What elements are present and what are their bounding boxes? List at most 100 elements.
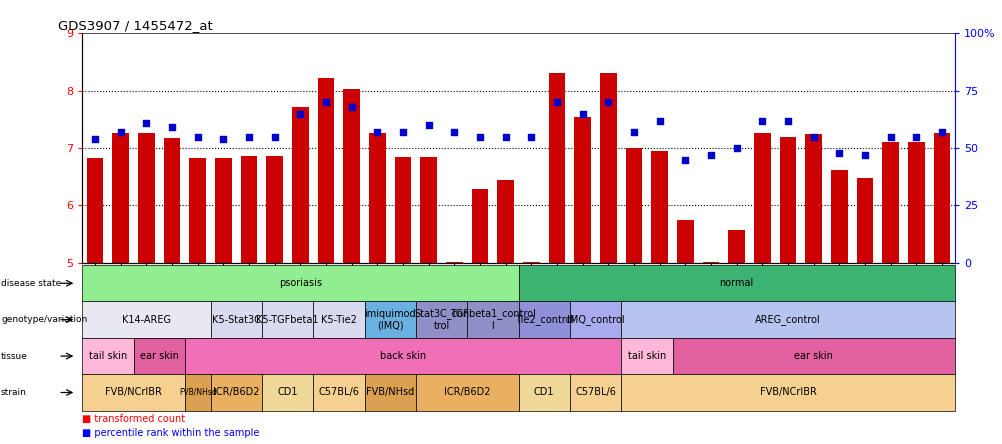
Text: FVB/NCrIBR: FVB/NCrIBR bbox=[105, 388, 162, 397]
Text: genotype/variation: genotype/variation bbox=[1, 315, 87, 324]
Point bbox=[497, 133, 513, 140]
Bar bbox=[907, 143, 924, 263]
Point bbox=[523, 133, 539, 140]
Bar bbox=[599, 73, 616, 263]
Text: C57BL/6: C57BL/6 bbox=[574, 388, 615, 397]
Point bbox=[395, 128, 411, 135]
Bar bbox=[522, 262, 539, 263]
Text: GDS3907 / 1455472_at: GDS3907 / 1455472_at bbox=[57, 19, 212, 32]
Point bbox=[189, 133, 205, 140]
Point bbox=[548, 99, 564, 106]
Bar bbox=[754, 133, 770, 263]
Point bbox=[754, 117, 770, 124]
Text: ICR/B6D2: ICR/B6D2 bbox=[444, 388, 490, 397]
Bar bbox=[574, 116, 590, 263]
Bar bbox=[292, 107, 309, 263]
Bar bbox=[138, 133, 154, 263]
Bar bbox=[446, 262, 462, 263]
Point bbox=[112, 128, 128, 135]
Text: back skin: back skin bbox=[380, 351, 426, 361]
Bar bbox=[395, 157, 411, 263]
Text: Tie2_control: Tie2_control bbox=[514, 314, 573, 325]
Text: FVB/NHsd: FVB/NHsd bbox=[366, 388, 414, 397]
Bar bbox=[650, 151, 667, 263]
Point bbox=[574, 110, 590, 117]
Point bbox=[164, 124, 180, 131]
Bar bbox=[471, 190, 488, 263]
Point bbox=[780, 117, 796, 124]
Bar bbox=[112, 133, 129, 263]
Text: ■ percentile rank within the sample: ■ percentile rank within the sample bbox=[82, 428, 260, 438]
Point bbox=[831, 149, 847, 156]
Bar bbox=[318, 78, 334, 263]
Bar bbox=[727, 230, 744, 263]
Point bbox=[240, 133, 257, 140]
Point bbox=[138, 119, 154, 127]
Bar bbox=[548, 73, 565, 263]
Point bbox=[882, 133, 898, 140]
Text: C57BL/6: C57BL/6 bbox=[319, 388, 359, 397]
Text: ICR/B6D2: ICR/B6D2 bbox=[212, 388, 260, 397]
Bar bbox=[189, 158, 205, 263]
Bar bbox=[702, 262, 718, 263]
Text: AREG_control: AREG_control bbox=[755, 314, 820, 325]
Text: tail skin: tail skin bbox=[89, 351, 127, 361]
Text: K5-Tie2: K5-Tie2 bbox=[321, 315, 357, 325]
Bar bbox=[779, 137, 796, 263]
Point bbox=[625, 128, 641, 135]
Bar bbox=[240, 155, 258, 263]
Text: K5-TGFbeta1: K5-TGFbeta1 bbox=[257, 315, 319, 325]
Point bbox=[805, 133, 821, 140]
Point bbox=[318, 99, 334, 106]
Point bbox=[344, 103, 360, 110]
Bar bbox=[343, 89, 360, 263]
Point bbox=[600, 99, 616, 106]
Point bbox=[87, 135, 103, 143]
Bar bbox=[497, 180, 514, 263]
Bar bbox=[856, 178, 873, 263]
Text: ■ transformed count: ■ transformed count bbox=[82, 414, 185, 424]
Bar bbox=[933, 133, 950, 263]
Point bbox=[856, 151, 872, 159]
Bar bbox=[882, 143, 898, 263]
Bar bbox=[369, 133, 386, 263]
Point bbox=[369, 128, 385, 135]
Bar bbox=[214, 159, 231, 263]
Text: normal: normal bbox=[718, 278, 754, 288]
Point bbox=[420, 122, 436, 129]
Bar bbox=[163, 139, 180, 263]
Bar bbox=[625, 148, 641, 263]
Point bbox=[215, 135, 231, 143]
Point bbox=[651, 117, 667, 124]
Point bbox=[676, 156, 692, 163]
Point bbox=[293, 110, 309, 117]
Text: CD1: CD1 bbox=[533, 388, 554, 397]
Bar bbox=[676, 220, 693, 263]
Text: disease state: disease state bbox=[1, 279, 61, 288]
Bar bbox=[86, 159, 103, 263]
Text: ear skin: ear skin bbox=[139, 351, 178, 361]
Text: K14-AREG: K14-AREG bbox=[122, 315, 170, 325]
Text: tail skin: tail skin bbox=[627, 351, 665, 361]
Point bbox=[702, 151, 718, 159]
Bar bbox=[267, 155, 283, 263]
Point bbox=[446, 128, 462, 135]
Text: K5-Stat3C: K5-Stat3C bbox=[211, 315, 261, 325]
Point bbox=[908, 133, 924, 140]
Bar bbox=[805, 134, 822, 263]
Text: IMQ_control: IMQ_control bbox=[566, 314, 623, 325]
Text: psoriasis: psoriasis bbox=[279, 278, 322, 288]
Point bbox=[933, 128, 949, 135]
Text: ear skin: ear skin bbox=[794, 351, 833, 361]
Text: FVB/NHsd: FVB/NHsd bbox=[178, 388, 216, 397]
Text: CD1: CD1 bbox=[277, 388, 298, 397]
Text: imiquimod
(IMQ): imiquimod (IMQ) bbox=[364, 309, 416, 330]
Text: FVB/NCrIBR: FVB/NCrIBR bbox=[759, 388, 816, 397]
Bar bbox=[831, 170, 847, 263]
Text: TGFbeta1_control
l: TGFbeta1_control l bbox=[450, 309, 535, 331]
Point bbox=[472, 133, 488, 140]
Text: Stat3C_con
trol: Stat3C_con trol bbox=[414, 309, 469, 331]
Point bbox=[267, 133, 283, 140]
Point bbox=[727, 145, 743, 152]
Text: tissue: tissue bbox=[1, 352, 28, 361]
